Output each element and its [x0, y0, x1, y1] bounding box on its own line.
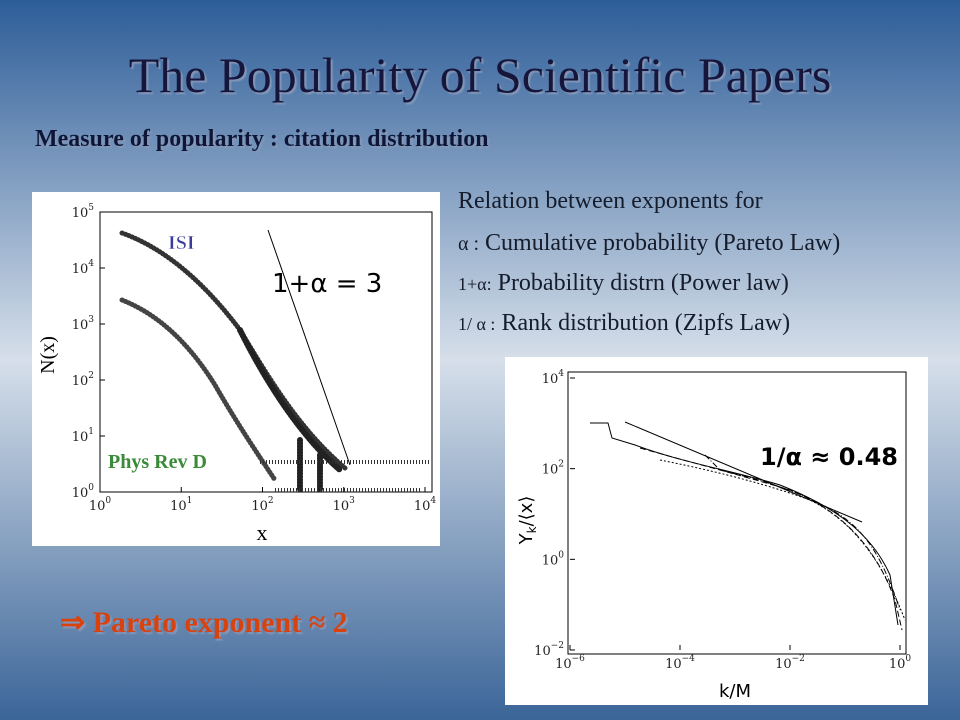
tick-label: 103 [333, 496, 356, 514]
annotation: 1/α ≈ 0.48 [760, 443, 898, 471]
slope-line [624, 421, 863, 523]
tick-exp: 4 [88, 259, 94, 269]
tick-exp: 2 [558, 460, 564, 470]
tick-exp: 4 [558, 369, 564, 379]
tick-base: 10 [72, 430, 89, 445]
relation-text: Cumulative probability (Pareto Law) [485, 230, 840, 256]
relation-symbol: α : [458, 233, 479, 255]
conclusion: ⇒ Pareto exponent ≈ 2 [60, 606, 348, 639]
tick-exp: 0 [905, 654, 911, 664]
tick-base: 10 [775, 657, 792, 672]
tick-base: 10 [534, 644, 551, 659]
tick-exp: 1 [187, 496, 193, 506]
tick-exp: 2 [268, 496, 274, 506]
plot-frame [99, 211, 433, 493]
series-label: ISI [168, 232, 195, 254]
tick-exp: 4 [430, 496, 436, 506]
tick-label: 10−6 [555, 654, 585, 672]
tick-label: 100 [72, 483, 95, 501]
tick-label: 100 [89, 496, 112, 514]
relations: Relation between exponents for α : Cumul… [458, 188, 840, 336]
left-plot: 1+α = 3 ISI Phys Rev D N(x) x 100 101 102 1… [32, 192, 440, 546]
tick-base: 10 [542, 372, 559, 387]
tick-label: 103 [72, 315, 95, 333]
tick-exp: −2 [792, 654, 805, 664]
y-label-rest: /⟨x⟩ [516, 496, 537, 527]
tick-exp: −6 [572, 654, 586, 664]
x-label: k/M [719, 681, 751, 702]
tick-base: 10 [72, 486, 89, 501]
tick-exp: −4 [682, 654, 696, 664]
tick-base: 10 [72, 318, 89, 333]
relations-heading: Relation between exponents for [458, 188, 763, 214]
tick-label: 104 [72, 259, 95, 277]
tick-label: 10−4 [665, 654, 695, 672]
relation-line: 1/ α : Rank distribution (Zipfs Law) [458, 310, 790, 336]
series-label: Phys Rev D [108, 451, 207, 473]
tick-label: 104 [542, 369, 565, 387]
tick-exp: 5 [88, 203, 94, 213]
plot-frame [567, 371, 907, 655]
relation-text: Rank distribution (Zipfs Law) [501, 310, 790, 336]
tick-base: 10 [72, 206, 89, 221]
y-label-main: Y [516, 532, 537, 545]
tick-base: 10 [665, 657, 682, 672]
tail-points [260, 460, 430, 492]
tick-label: 100 [889, 654, 912, 672]
tick-label: 10−2 [534, 641, 564, 659]
right-plot: 1/α ≈ 0.48 Yk/⟨x⟩ k/M 10−6 10−4 10−2 10010−… [505, 357, 928, 705]
tick-base: 10 [72, 374, 89, 389]
tick-label: 104 [414, 496, 437, 514]
prd-points [119, 297, 278, 483]
tick-label: 100 [542, 550, 565, 568]
slope-line [267, 229, 351, 466]
relation-symbol: 1/ α : [458, 314, 495, 334]
tick-base: 10 [555, 657, 572, 672]
y-label: Yk/⟨x⟩ [516, 496, 539, 546]
subtitle: Measure of popularity : citation distrib… [35, 126, 489, 152]
tick-exp: 2 [88, 371, 94, 381]
tick-exp: −2 [551, 641, 564, 651]
tick-base: 10 [414, 499, 431, 514]
annotation: 1+α = 3 [272, 269, 382, 299]
tick-label: 101 [72, 427, 94, 445]
tick-base: 10 [889, 657, 906, 672]
tick-base: 10 [542, 553, 559, 568]
tick-base: 10 [170, 499, 187, 514]
tick-label: 105 [72, 203, 95, 221]
tick-exp: 1 [88, 427, 94, 437]
tick-exp: 3 [349, 496, 355, 506]
tick-exp: 0 [105, 496, 111, 506]
tick-exp: 0 [88, 483, 94, 493]
tick-base: 10 [89, 499, 106, 514]
tick-label: 102 [251, 496, 273, 514]
relation-text: Probability distrn (Power law) [498, 270, 789, 296]
tick-label: 101 [170, 496, 192, 514]
tick-label: 102 [542, 460, 564, 478]
relation-symbol: 1+α: [458, 274, 492, 294]
tick-exp: 3 [88, 315, 94, 325]
plot-panel [505, 357, 928, 705]
title: The Popularity of Scientific Papers [129, 47, 832, 103]
tick-label: 10−2 [775, 654, 805, 672]
x-label: x [257, 520, 268, 545]
tick-base: 10 [542, 463, 559, 478]
rank-curve [704, 454, 901, 611]
relation-line: 1+α: Probability distrn (Power law) [458, 270, 789, 296]
tick-base: 10 [72, 262, 89, 277]
y-label: N(x) [37, 336, 59, 374]
tick-label: 102 [72, 371, 94, 389]
y-label-sub: k [525, 526, 539, 533]
tick-base: 10 [251, 499, 268, 514]
tick-base: 10 [333, 499, 350, 514]
tick-exp: 0 [558, 550, 564, 560]
relation-line: α : Cumulative probability (Pareto Law) [458, 230, 840, 256]
